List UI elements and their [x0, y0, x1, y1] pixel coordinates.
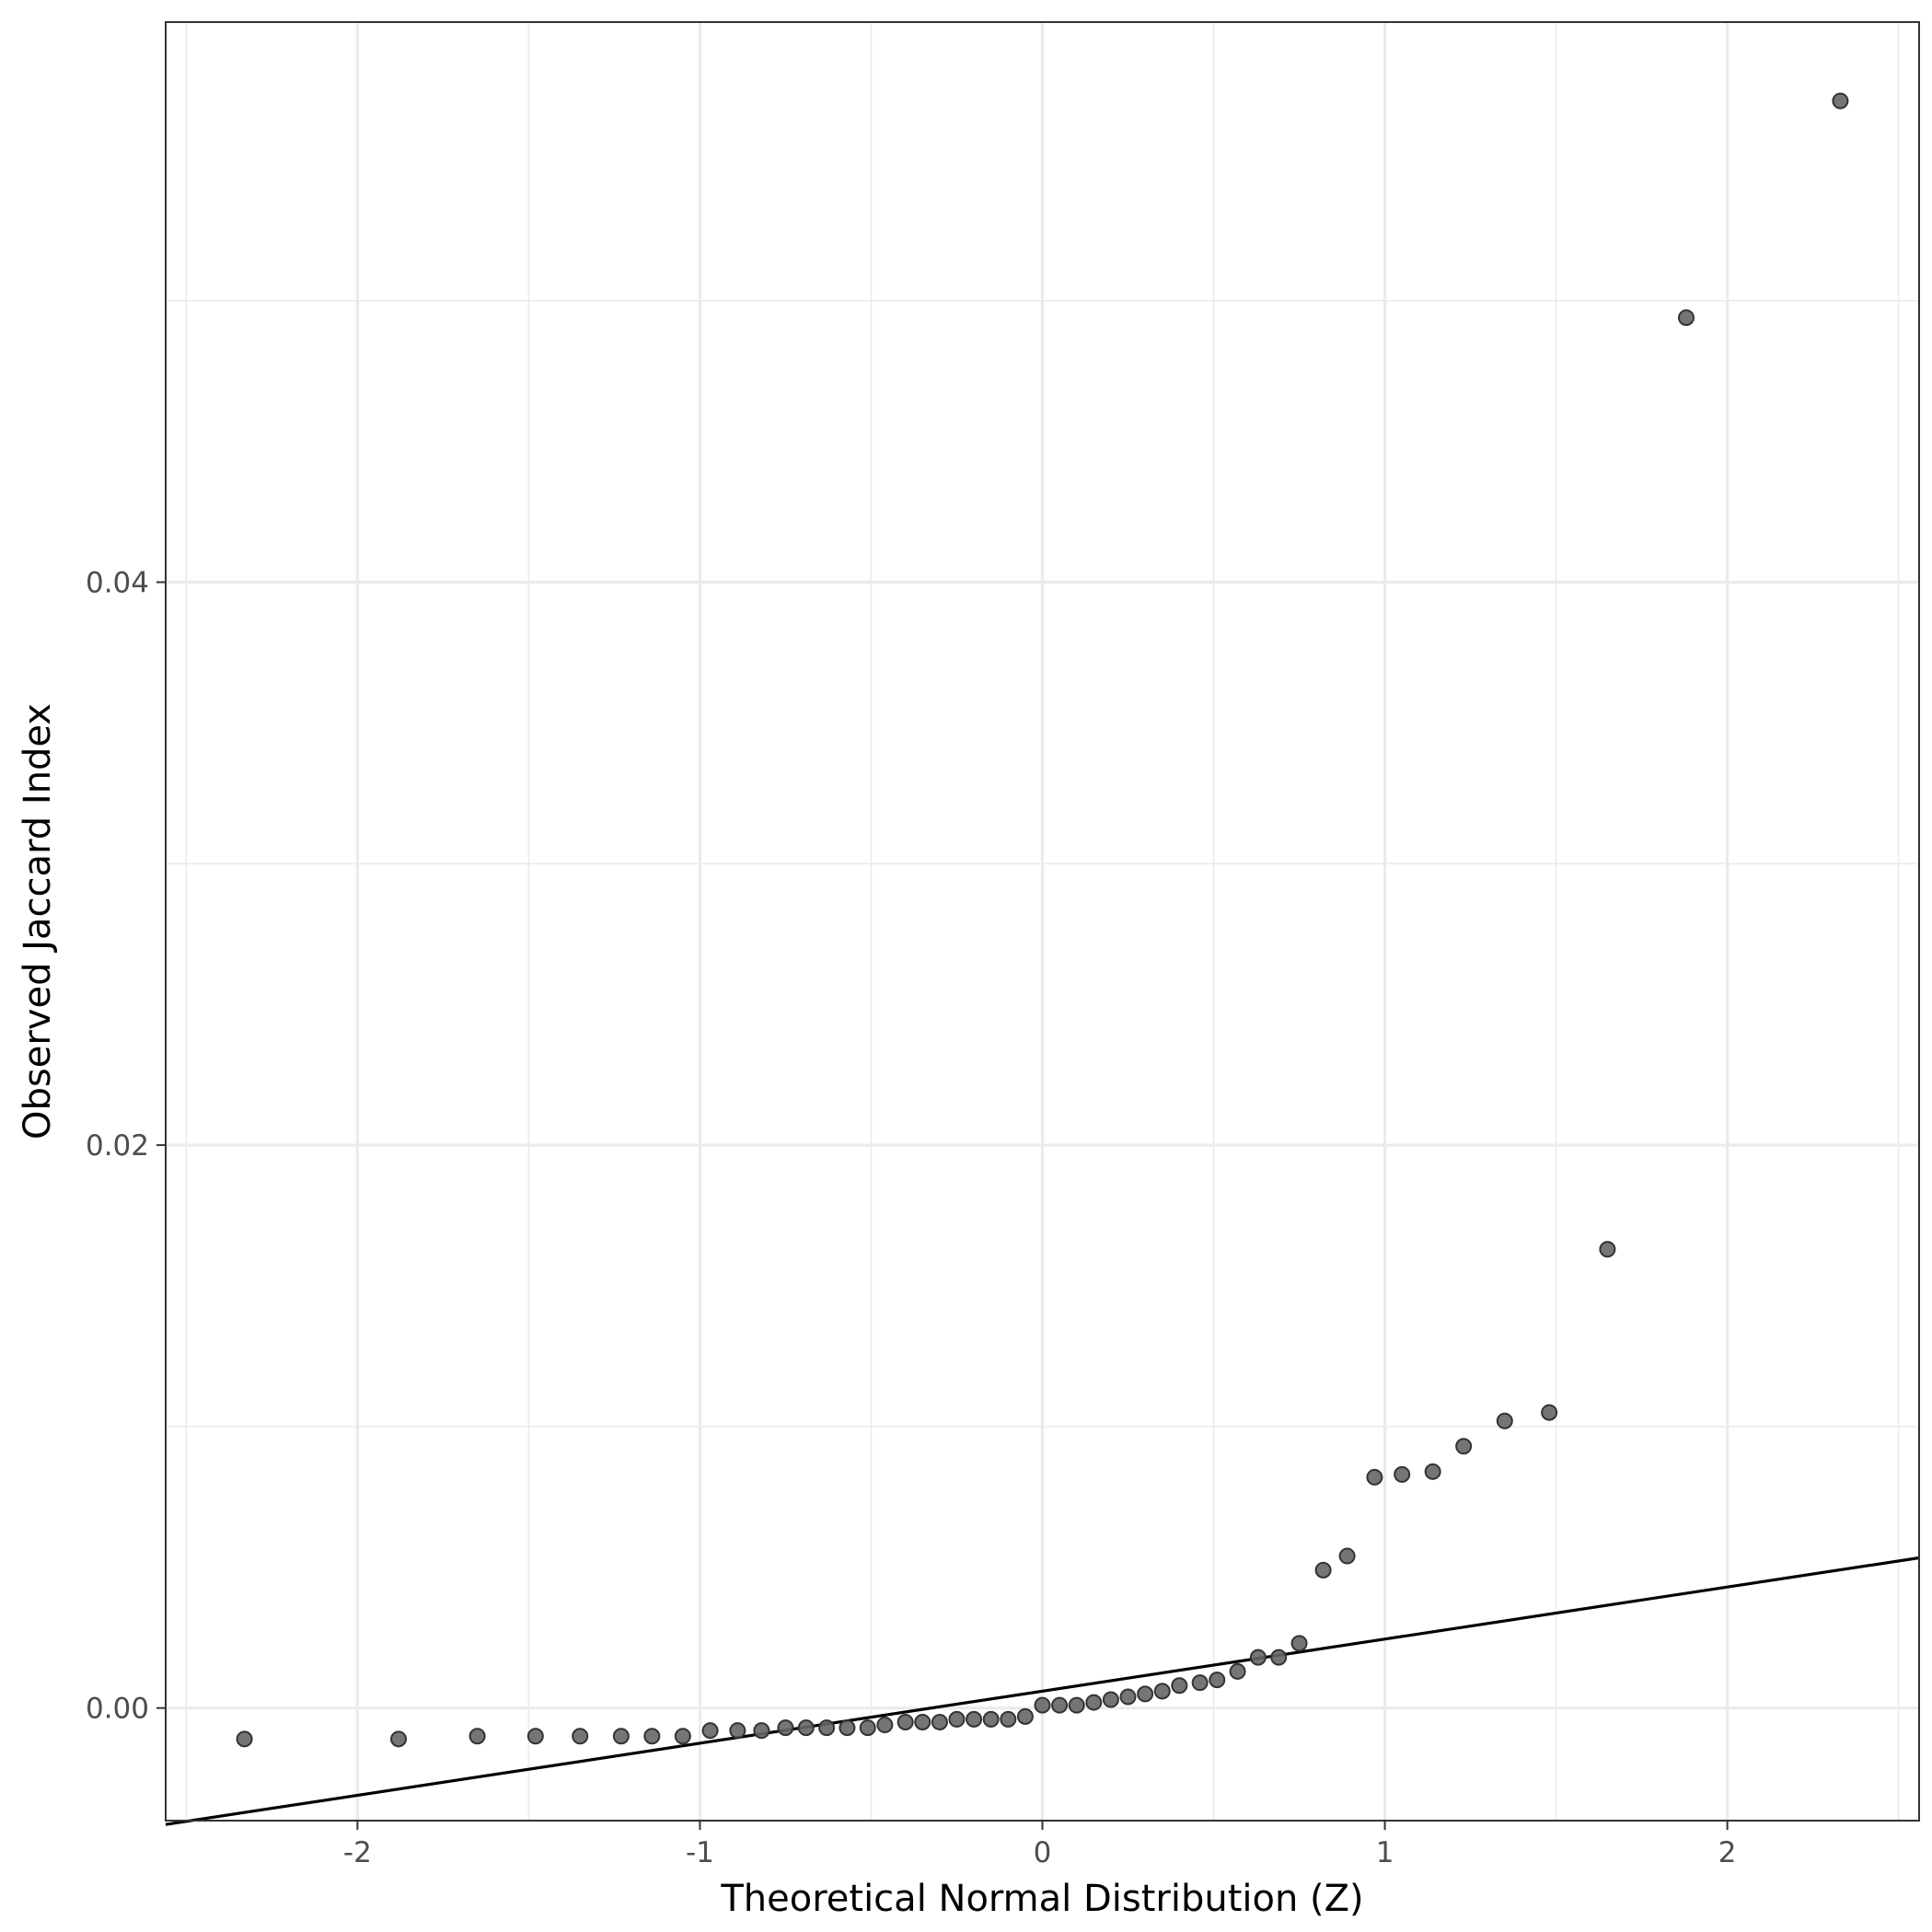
data-point: [1068, 1696, 1085, 1714]
x-tick-label: -1: [686, 1836, 714, 1869]
data-point: [1051, 1696, 1069, 1714]
data-point: [1085, 1694, 1103, 1711]
data-point: [1424, 1463, 1441, 1480]
data-point: [236, 1730, 253, 1748]
data-point: [931, 1713, 948, 1730]
data-point: [859, 1719, 876, 1737]
data-point: [966, 1710, 983, 1728]
data-point: [1270, 1649, 1288, 1666]
data-point: [1338, 1547, 1356, 1565]
data-point: [948, 1710, 966, 1728]
data-point: [1366, 1468, 1383, 1486]
data-point: [1016, 1707, 1034, 1725]
x-tick-label: 1: [1376, 1836, 1394, 1869]
data-point: [897, 1713, 914, 1730]
x-axis-ticks: -2 -1 0 1 2: [343, 1821, 1737, 1869]
data-point: [572, 1728, 589, 1745]
data-point: [1137, 1685, 1154, 1703]
data-point: [1209, 1672, 1226, 1689]
data-point: [1249, 1649, 1267, 1666]
y-tick-label: 0.02: [86, 1129, 149, 1163]
data-point: [1455, 1438, 1473, 1455]
data-point: [1541, 1404, 1558, 1421]
y-tick-label: 0.00: [86, 1693, 149, 1726]
data-point: [1102, 1691, 1119, 1708]
data-point: [1496, 1412, 1513, 1429]
data-point: [1832, 92, 1849, 110]
data-point: [777, 1719, 794, 1737]
data-point: [914, 1713, 931, 1730]
data-point: [1000, 1710, 1017, 1728]
y-axis-title: Observed Jaccard Index: [17, 703, 59, 1140]
data-point: [818, 1719, 836, 1737]
y-axis-ticks: 0.00 0.02 0.04: [86, 567, 166, 1726]
data-point: [1677, 309, 1695, 327]
reference-line: [165, 1556, 1920, 1826]
data-point: [469, 1728, 486, 1745]
data-point: [1153, 1683, 1171, 1700]
x-tick-label: 2: [1718, 1836, 1737, 1869]
x-axis-title: Theoretical Normal Distribution (Z): [720, 1878, 1363, 1920]
data-point: [643, 1728, 661, 1745]
data-point: [1290, 1635, 1308, 1652]
data-point: [876, 1717, 894, 1734]
data-point: [1119, 1688, 1137, 1706]
data-point: [982, 1710, 1000, 1728]
data-point: [1229, 1662, 1246, 1680]
data-point: [1314, 1561, 1332, 1579]
data-point: [797, 1719, 815, 1737]
x-tick-label: -2: [343, 1836, 372, 1869]
data-points: [236, 92, 1849, 1748]
data-point: [612, 1728, 630, 1745]
x-tick-label: 0: [1034, 1836, 1052, 1869]
data-point: [526, 1728, 544, 1745]
data-point: [753, 1722, 770, 1740]
data-point: [839, 1719, 856, 1737]
data-point: [1171, 1677, 1188, 1695]
grid-minor: [166, 22, 1919, 1821]
data-point: [701, 1722, 719, 1740]
data-point: [1599, 1241, 1616, 1258]
data-point: [674, 1728, 691, 1745]
data-point: [1394, 1465, 1411, 1483]
data-point: [729, 1722, 746, 1740]
y-tick-label: 0.04: [86, 567, 149, 600]
data-point: [1034, 1696, 1051, 1714]
data-point: [1191, 1674, 1209, 1692]
data-point: [390, 1730, 408, 1748]
